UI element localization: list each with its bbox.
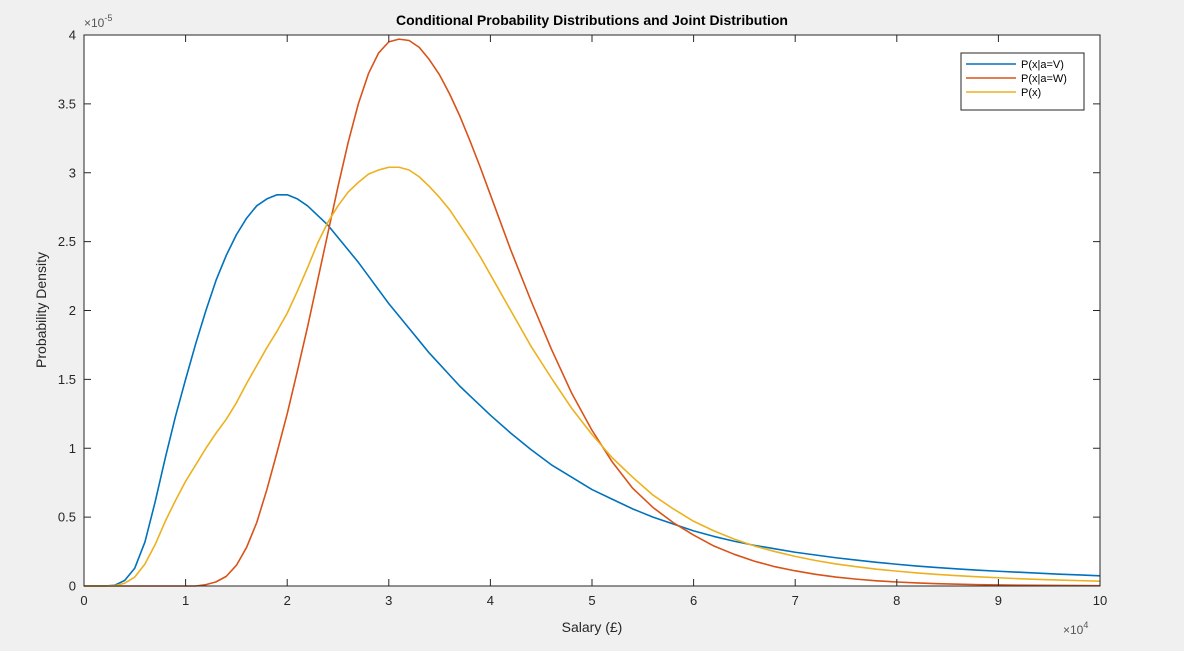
y-tick-label: 1 (69, 441, 76, 456)
series-line-2 (84, 38, 1101, 587)
chart-title: Conditional Probability Distributions an… (396, 12, 788, 28)
x-tick-label: 10 (1093, 593, 1107, 608)
legend-label-3: P(x) (1021, 87, 1041, 99)
y-tick-label: 0 (69, 579, 76, 594)
x-exponent-power: 4 (1083, 620, 1088, 630)
y-tick-label: 2.5 (58, 234, 76, 249)
y-exponent-power: -5 (104, 13, 112, 23)
y-axis-label: Probability Density (33, 252, 49, 368)
x-tick-label: 0 (80, 593, 87, 608)
y-tick-label: 3.5 (58, 96, 76, 111)
x-tick-label: 1 (182, 593, 189, 608)
x-tick-label: 5 (588, 593, 595, 608)
y-exponent-label: ×10-5 (84, 13, 112, 30)
y-tick-label: 4 (69, 28, 76, 43)
series-line-1 (84, 193, 1101, 587)
x-tick-label: 2 (284, 593, 291, 608)
svg-text:×10-5: ×10-5 (84, 13, 112, 30)
plot-area (84, 35, 1100, 586)
legend-label-2: P(x|a=W) (1021, 73, 1067, 85)
y-tick-label: 2 (69, 303, 76, 318)
x-tick-label: 6 (690, 593, 697, 608)
svg-text:×104: ×104 (1063, 620, 1088, 637)
series-line-3 (84, 166, 1101, 587)
x-axis-label: Salary (£) (562, 619, 623, 635)
x-exponent-label: ×104 (1063, 620, 1088, 637)
legend-label-1: P(x|a=V) (1021, 59, 1064, 71)
ticks-group: 0 1 2 3 4 5 6 7 8 9 10 0 0.5 1 1.5 2 2.5 3 3.5 4 (58, 28, 1107, 609)
series-group (84, 38, 1101, 587)
x-tick-label: 7 (792, 593, 799, 608)
legend[interactable]: P(x|a=V) P(x|a=W) P(x) (960, 52, 1085, 111)
y-exponent-base: ×10 (84, 16, 105, 30)
y-tick-label: 3 (69, 165, 76, 180)
y-tick-label: 0.5 (58, 510, 76, 525)
y-tick-label: 1.5 (58, 372, 76, 387)
legend-box (960, 52, 1085, 111)
x-exponent-base: ×10 (1063, 623, 1084, 637)
x-tick-label: 3 (385, 593, 392, 608)
x-tick-label: 9 (995, 593, 1002, 608)
x-tick-label: 4 (487, 593, 494, 608)
x-tick-label: 8 (893, 593, 900, 608)
